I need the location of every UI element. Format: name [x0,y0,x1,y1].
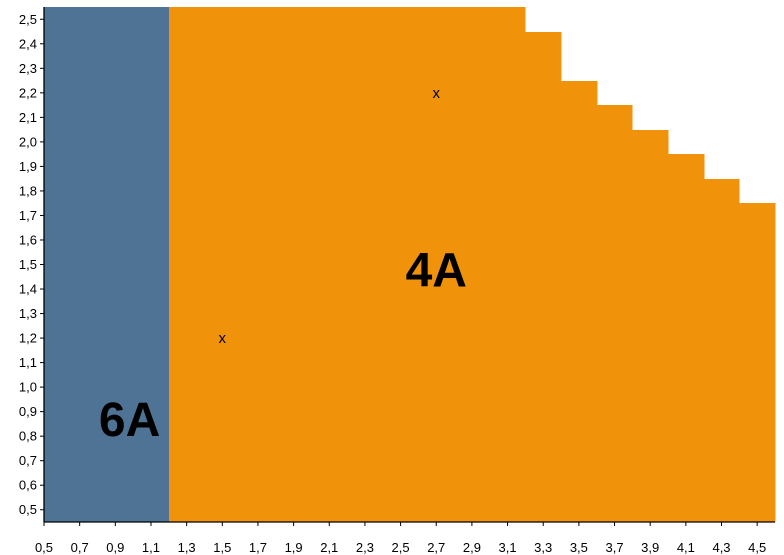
y-tick-label: 1,7 [19,208,37,223]
region-4a-step-4 [632,130,669,522]
x-tick-label: 1,9 [285,540,303,555]
region-4a [169,7,776,522]
y-tick-label: 2,1 [19,110,37,125]
y-tick-label: 1,2 [19,331,37,346]
region-4a-step-0 [169,7,526,522]
x-tick-label: 1,3 [178,540,196,555]
y-tick-label: 1,1 [19,355,37,370]
y-tick-label: 1,6 [19,232,37,247]
y-tick-label: 1,0 [19,380,37,395]
y-tick-label: 2,3 [19,61,37,76]
x-tick-label: 1,1 [142,540,160,555]
region-4a-step-5 [668,154,705,522]
y-tick-label: 1,3 [19,306,37,321]
x-tick-label: 4,5 [748,540,766,555]
region-4a-step-6 [704,179,740,522]
x-tick-label: 2,9 [463,540,481,555]
y-tick-label: 1,4 [19,282,37,297]
x-tick-label: 0,5 [35,540,53,555]
region-label-4a: 4A [406,244,467,297]
y-tick-label: 1,8 [19,183,37,198]
y-tick-label: 0,9 [19,404,37,419]
x-tick-label: 3,9 [641,540,659,555]
region-6a-step-0 [44,7,170,522]
region-4a-step-1 [525,32,562,522]
x-tick-label: 0,9 [106,540,124,555]
x-tick-label: 1,5 [213,540,231,555]
x-tick-label: 4,3 [712,540,730,555]
y-tick-label: 2,4 [19,36,37,51]
y-tick-label: 2,2 [19,85,37,100]
regions-layer [44,7,776,522]
point-marker: x [219,330,227,347]
region-label-6a: 6A [99,394,160,447]
region-4a-step-3 [597,105,633,522]
x-tick-label: 3,3 [534,540,552,555]
y-tick-label: 0,5 [19,502,37,517]
y-tick-label: 2,0 [19,134,37,149]
annotations-layer: 6A 4A x x [99,85,467,447]
y-tick-label: 1,9 [19,159,37,174]
y-tick-label: 2,5 [19,12,37,27]
x-tick-label: 3,7 [605,540,623,555]
x-tick-label: 2,5 [392,540,410,555]
x-tick-label: 0,7 [71,540,89,555]
region-4a-step-2 [561,81,598,522]
x-tick-label: 2,1 [320,540,338,555]
y-tick-label: 0,7 [19,453,37,468]
x-tick-label: 3,1 [499,540,517,555]
region-4a-step-7 [739,203,776,522]
x-tick-label: 4,1 [677,540,695,555]
x-tick-label: 2,3 [356,540,374,555]
y-tick-label: 0,8 [19,429,37,444]
y-tick-label: 1,5 [19,257,37,272]
ticks-layer: 0,5 0,6 0,7 0,8 0,9 1,0 1,1 1,2 1,3 1,4 1,5 1,6 1,7 1… [19,12,766,555]
point-marker: x [432,85,440,102]
x-tick-label: 2,7 [427,540,445,555]
y-tick-label: 0,6 [19,478,37,493]
x-tick-label: 1,7 [249,540,267,555]
x-tick-label: 3,5 [570,540,588,555]
